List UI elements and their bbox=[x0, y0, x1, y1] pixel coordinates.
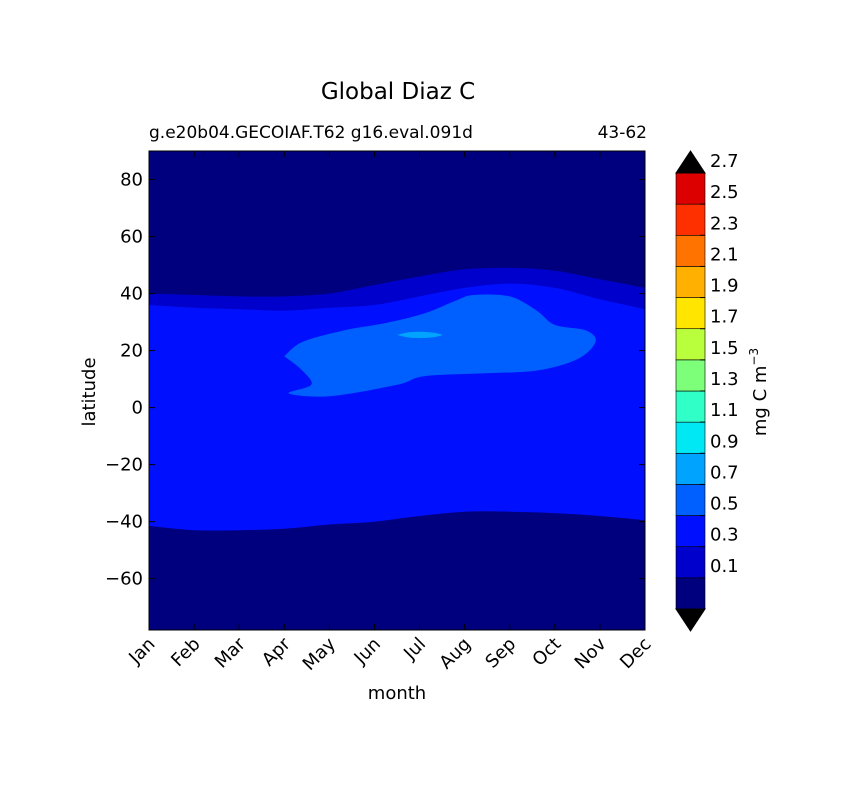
x-tick-label: May bbox=[299, 633, 340, 674]
colorbar-label: mg C m−3 bbox=[747, 348, 771, 436]
colorbar-tick-label: 1.5 bbox=[710, 338, 739, 359]
colorbar-swatch bbox=[675, 421, 706, 454]
colorbar-swatch bbox=[675, 172, 706, 205]
colorbar-label-base: mg C m bbox=[750, 366, 771, 437]
y-tick-label: −20 bbox=[105, 455, 143, 476]
colorbar-tick-label: 1.3 bbox=[710, 369, 739, 390]
colorbar-extend-over bbox=[675, 150, 706, 174]
y-axis-label: latitude bbox=[79, 357, 100, 426]
chart-title: Global Diaz C bbox=[321, 79, 475, 105]
x-tick-label: Feb bbox=[167, 634, 204, 671]
y-tick-label: 60 bbox=[120, 227, 143, 248]
y-tick-label: 40 bbox=[120, 284, 143, 305]
x-tick-label: Jun bbox=[350, 634, 385, 669]
x-axis-label: month bbox=[368, 683, 426, 704]
plot-area bbox=[148, 150, 646, 631]
colorbar-swatch bbox=[675, 328, 706, 361]
x-tick-label: Jan bbox=[124, 634, 159, 669]
x-tick-label: Nov bbox=[571, 633, 611, 673]
x-tick-label: Oct bbox=[528, 634, 565, 671]
colorbar-label-exponent: −3 bbox=[747, 348, 761, 366]
colorbar-tick-label: 0.1 bbox=[710, 556, 739, 577]
colorbar-tick-label: 0.9 bbox=[710, 431, 739, 452]
colorbar-swatch bbox=[675, 297, 706, 330]
contour-fill-2 bbox=[284, 294, 596, 397]
x-tick-label: Jul bbox=[399, 634, 430, 665]
y-axis: 80 60 40 20 0 −20 −40 −60 bbox=[105, 170, 645, 590]
colorbar-swatch bbox=[675, 452, 706, 485]
colorbar: 0.1 0.3 0.5 0.7 0.9 1.1 1.3 1.5 1.7 1.9 2.1 2.3 2.5 2… bbox=[675, 150, 739, 632]
y-tick-label: 80 bbox=[120, 170, 143, 191]
x-tick-label: Dec bbox=[616, 634, 655, 673]
colorbar-tick-label: 1.7 bbox=[710, 307, 739, 328]
y-tick-label: 20 bbox=[120, 341, 143, 362]
contour-fill-3 bbox=[397, 331, 443, 339]
colorbar-tick-label: 2.7 bbox=[710, 151, 739, 172]
colorbar-tick-label: 0.3 bbox=[710, 525, 739, 546]
y-tick-label: −60 bbox=[105, 569, 143, 590]
y-tick-label: −40 bbox=[105, 512, 143, 533]
chart-subtitle-left: g.e20b04.GECOIAF.T62 g16.eval.091d bbox=[149, 123, 473, 143]
colorbar-swatch bbox=[675, 577, 706, 610]
y-tick-label: 0 bbox=[132, 398, 143, 419]
x-tick-label: Mar bbox=[211, 633, 250, 672]
colorbar-tick-label: 0.5 bbox=[710, 494, 739, 515]
colorbar-swatch bbox=[675, 266, 706, 298]
chart-subtitle-right: 43-62 bbox=[598, 123, 647, 143]
colorbar-extend-under bbox=[675, 608, 706, 632]
colorbar-swatch bbox=[675, 359, 706, 392]
colorbar-tick-label: 1.9 bbox=[710, 276, 739, 297]
colorbar-tick-label: 0.7 bbox=[710, 462, 739, 483]
colorbar-swatch bbox=[675, 546, 706, 579]
x-tick-label: Apr bbox=[258, 633, 295, 670]
colorbar-tick-label: 1.1 bbox=[710, 400, 739, 421]
colorbar-swatch bbox=[675, 234, 706, 267]
x-tick-label: Aug bbox=[435, 634, 475, 674]
colorbar-tick-label: 2.1 bbox=[710, 244, 739, 265]
colorbar-swatch bbox=[675, 390, 706, 423]
plot-frame bbox=[148, 150, 646, 631]
colorbar-swatch bbox=[675, 203, 706, 236]
x-tick-label: Sep bbox=[481, 634, 520, 673]
colorbar-tick-label: 2.5 bbox=[710, 182, 739, 203]
colorbar-tick-label: 2.3 bbox=[710, 213, 739, 234]
colorbar-swatch bbox=[675, 484, 706, 516]
colorbar-swatch bbox=[675, 515, 706, 548]
